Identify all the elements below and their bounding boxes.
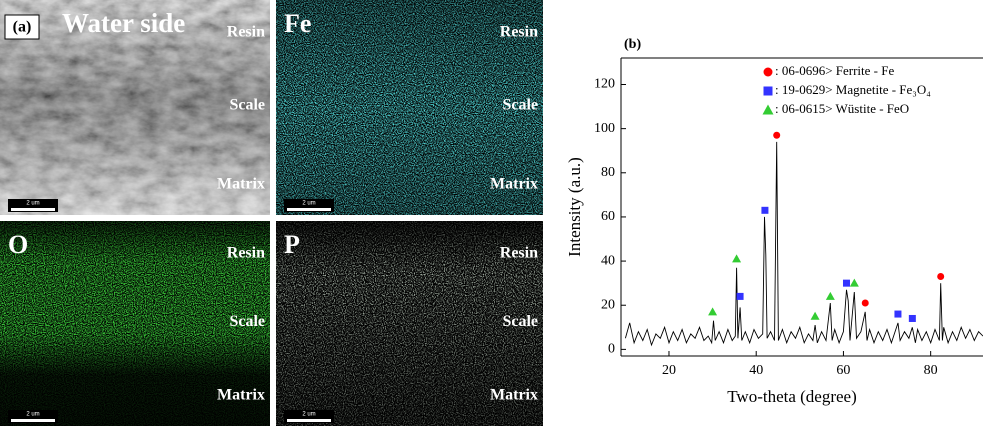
peak-marker (810, 311, 820, 320)
y-tick-label: 120 (594, 77, 615, 92)
peak-marker (937, 273, 945, 281)
region-label: Resin (227, 245, 265, 262)
region-label: Resin (500, 24, 538, 41)
y-axis-label: Intensity (a.u.) (565, 157, 584, 257)
panel-o (0, 221, 270, 426)
panel-label: (a) (13, 19, 32, 36)
panel-p (276, 221, 543, 426)
x-tick-label: 80 (924, 363, 938, 378)
legend-label: : 06-0615> Wüstite - FeO (775, 101, 909, 116)
xrd-trace (624, 141, 983, 347)
peak-marker (842, 279, 850, 287)
region-label: Resin (227, 24, 265, 41)
peak-marker (761, 206, 769, 214)
panel-fe (276, 0, 543, 215)
panel-annotations: Resin Scale Matrix 2 um Fe Resin Scale Matrix 2 … (8, 9, 538, 423)
y-tick-label: 80 (601, 165, 615, 180)
label-box (4, 14, 40, 40)
panel-label: Fe (284, 9, 311, 38)
scale-bar-label: 2 um (302, 412, 315, 418)
region-label: Matrix (490, 387, 538, 404)
panel-title: Water side (62, 8, 185, 38)
region-label: Matrix (217, 387, 265, 404)
scale-bar (287, 419, 331, 422)
region-label: Scale (229, 313, 265, 330)
peak-marker (908, 314, 916, 322)
peak-marker (708, 307, 718, 316)
x-tick-label: 40 (749, 363, 763, 378)
peak-marker (763, 67, 773, 77)
region-label: Scale (502, 97, 538, 114)
scale-bar (287, 208, 331, 211)
scale-bar-label: 2 um (302, 201, 315, 207)
scale-bar-label: 2 um (26, 412, 39, 418)
scale-bar-label: 2 um (26, 201, 39, 207)
region-label: Matrix (217, 176, 265, 193)
xrd-chart: 0 20 40 60 80 100 120 20 40 60 80 (b) Two-theta (deg… (565, 37, 983, 406)
legend-label: : 19-0629> Magnetite - Fe₃O₄ (775, 82, 931, 97)
peak-marker (763, 86, 773, 96)
x-axis-label: Two-theta (degree) (727, 387, 857, 406)
y-tick-label: 60 (601, 209, 615, 224)
peak-marker (732, 254, 742, 263)
x-tick-label: 60 (836, 363, 850, 378)
y-tick-label: 100 (594, 121, 615, 136)
y-tick-label: 0 (608, 342, 615, 357)
region-label: Matrix (490, 176, 538, 193)
region-label: Scale (229, 97, 265, 114)
region-label: Resin (500, 245, 538, 262)
panel-sem (0, 0, 270, 215)
peak-marker (762, 104, 774, 115)
region-label: Scale (502, 313, 538, 330)
panel-label: P (284, 230, 300, 259)
panel-label: O (8, 230, 28, 259)
peak-marker (894, 310, 902, 318)
peak-marker (861, 299, 869, 307)
legend-label: : 06-0696> Ferrite - Fe (775, 63, 894, 78)
peak-marker (825, 291, 835, 300)
y-tick-label: 40 (601, 253, 615, 268)
y-tick-label: 20 (601, 297, 615, 312)
scale-bar (11, 419, 55, 422)
chart-title: (b) (624, 37, 641, 52)
x-tick-label: 20 (662, 363, 676, 378)
peak-marker (849, 278, 859, 287)
scale-bar (11, 208, 55, 211)
peak-marker (736, 292, 744, 300)
peak-marker (773, 131, 781, 139)
